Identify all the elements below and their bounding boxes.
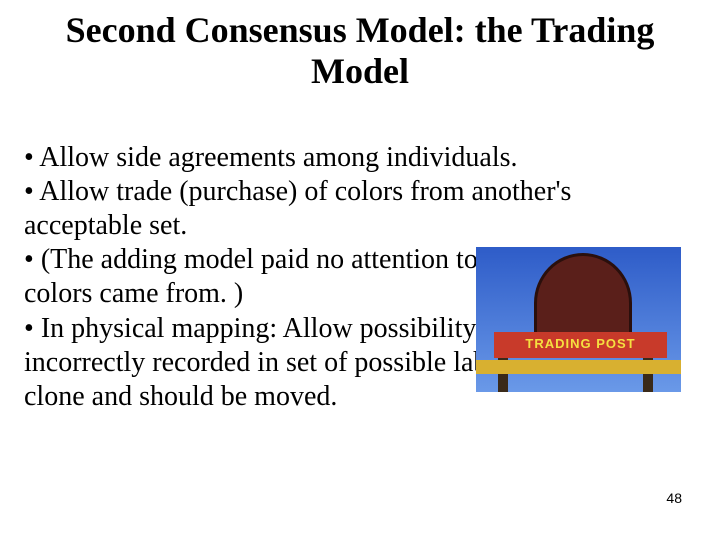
bullet-item: • Allow trade (purchase) of colors from … (24, 175, 696, 243)
trading-post-image: TRADING POST (476, 247, 681, 392)
body-area: TRADING POST • Allow side agreements amo… (24, 141, 696, 414)
bullet-text: Allow trade (purchase) of colors from an… (24, 176, 571, 241)
slide-title: Second Consensus Model: the Trading Mode… (24, 10, 696, 93)
image-roof (476, 360, 681, 374)
image-banner-text: TRADING POST (494, 336, 667, 351)
image-banner: TRADING POST (494, 332, 667, 358)
bullet-text: Allow side agreements among individuals. (39, 142, 517, 173)
slide: Second Consensus Model: the Trading Mode… (0, 0, 720, 540)
page-number: 48 (666, 490, 682, 506)
bullet-item: • Allow side agreements among individual… (24, 141, 696, 175)
